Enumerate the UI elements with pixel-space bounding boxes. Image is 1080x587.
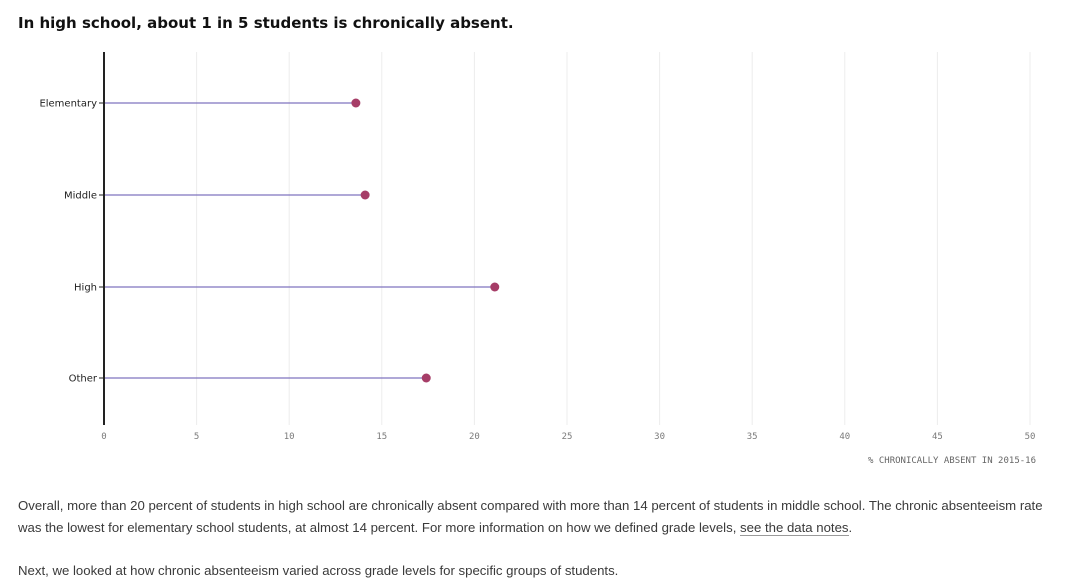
x-tick-label: 5 [194,432,199,442]
category-label: Other [69,374,98,385]
stems [104,102,495,379]
x-tick-label: 0 [101,432,106,442]
category-label: Elementary [39,99,97,110]
dot [421,373,431,383]
gridlines [196,52,1031,425]
chart-title: In high school, about 1 in 5 students is… [18,14,514,32]
y-axis-ticks [99,102,104,379]
x-axis-title: % CHRONICALLY ABSENT IN 2015-16 [868,456,1036,466]
category-label: Middle [64,191,97,202]
paragraph-1-end: . [848,520,853,535]
category-labels: Elementary Middle High Other [39,99,97,385]
x-tick-label: 20 [469,432,480,442]
lollipop-chart: Elementary Middle High Other 0 5 10 15 20 25 30 35… [39,52,1036,466]
x-tick-label: 35 [747,432,758,442]
x-tick-label: 25 [562,432,573,442]
x-tick-label: 40 [839,432,850,442]
paragraph-1-text: Overall, more than 20 percent of student… [18,498,1043,535]
dot [490,282,500,292]
x-tick-label: 10 [284,432,295,442]
body-paragraph-2: Next, we looked at how chronic absenteei… [18,563,619,578]
dot [360,190,370,200]
category-label: High [74,283,97,294]
dots [351,98,500,383]
data-notes-link[interactable]: see the data notes [740,520,849,536]
x-tick-labels: 0 5 10 15 20 25 30 35 40 45 50 [101,432,1035,442]
x-tick-label: 50 [1025,432,1036,442]
dot [351,98,361,108]
x-tick-label: 15 [376,432,387,442]
x-tick-label: 45 [932,432,943,442]
body-paragraph-1: Overall, more than 20 percent of student… [18,495,1058,539]
x-tick-label: 30 [654,432,665,442]
